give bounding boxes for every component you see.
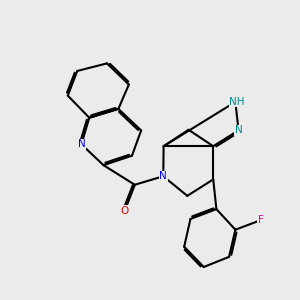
Text: NH: NH [229, 97, 245, 107]
Text: O: O [121, 206, 129, 216]
Text: N: N [77, 139, 85, 149]
Text: N: N [235, 125, 242, 135]
Text: F: F [258, 215, 264, 225]
Text: N: N [159, 171, 167, 181]
